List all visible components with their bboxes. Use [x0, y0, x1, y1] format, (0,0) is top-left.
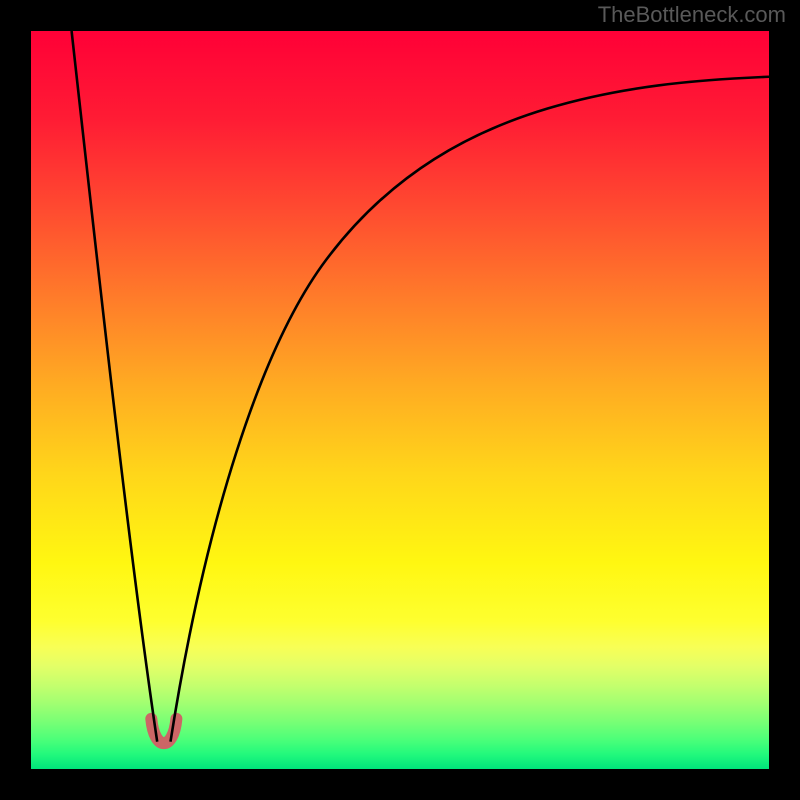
plot-svg [31, 31, 769, 769]
plot-area [31, 31, 769, 769]
gradient-background [31, 31, 769, 769]
watermark-text: TheBottleneck.com [598, 2, 786, 28]
chart-frame: TheBottleneck.com [0, 0, 800, 800]
